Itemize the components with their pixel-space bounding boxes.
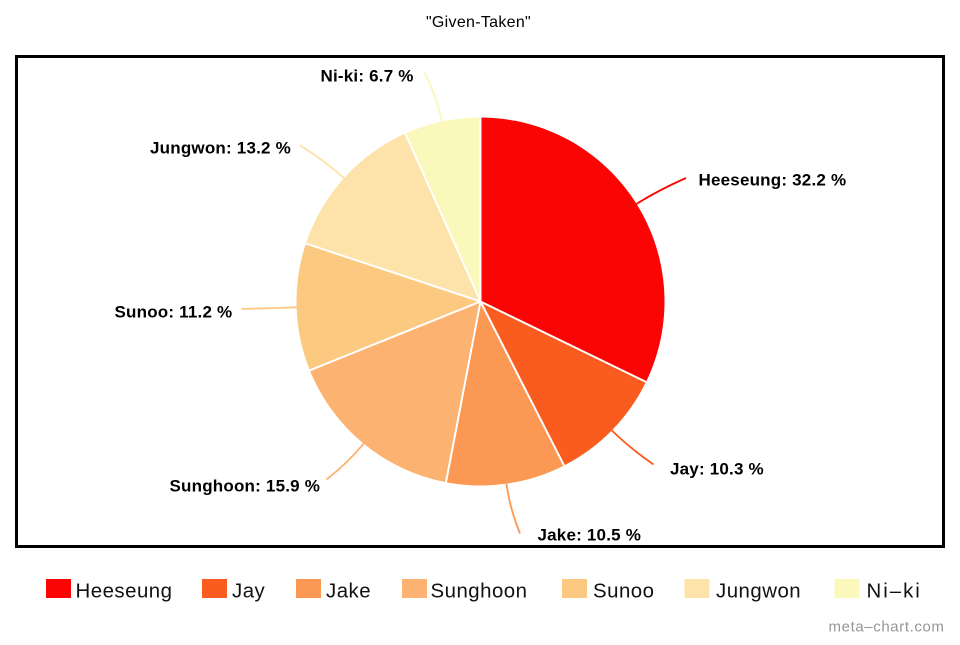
svg-text:Jay: 10.3 %: Jay: 10.3 % [670,459,764,478]
svg-text:Jake: 10.5 %: Jake: 10.5 % [538,525,642,544]
svg-text:meta–chart.com: meta–chart.com [829,619,945,636]
svg-text:Sunoo: 11.2 %: Sunoo: 11.2 % [115,302,233,321]
svg-text:Heeseung: 32.2 %: Heeseung: 32.2 % [699,171,847,190]
svg-text:Jungwon: Jungwon [716,580,801,602]
svg-text:Jay: Jay [232,580,266,602]
svg-text:Ni–ki: Ni–ki [867,580,922,602]
svg-text:Ni-ki: 6.7 %: Ni-ki: 6.7 % [321,66,414,85]
svg-text:Heeseung: Heeseung [76,580,173,602]
svg-text:"Given-Taken": "Given-Taken" [426,14,531,31]
svg-text:Sunoo: Sunoo [593,580,654,602]
svg-text:Jungwon: 13.2 %: Jungwon: 13.2 % [150,138,291,157]
svg-text:Sunghoon: 15.9 %: Sunghoon: 15.9 % [170,476,321,495]
svg-text:Jake: Jake [326,580,371,602]
svg-text:Sunghoon: Sunghoon [431,580,528,602]
